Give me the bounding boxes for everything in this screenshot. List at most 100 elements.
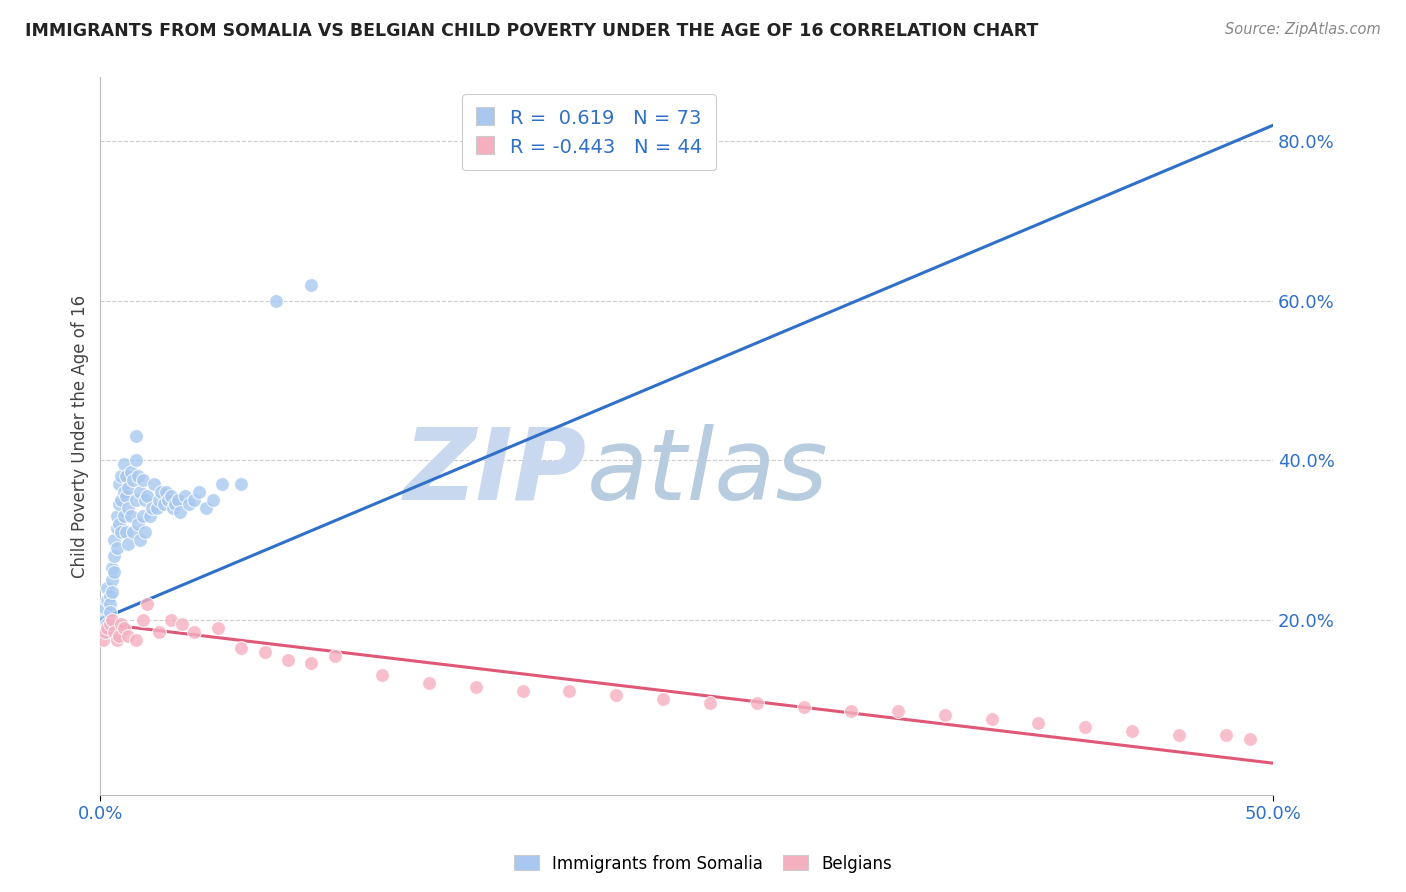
Point bbox=[98, 589, 121, 603]
Point bbox=[141, 501, 163, 516]
Point bbox=[101, 613, 124, 627]
Point bbox=[207, 621, 229, 635]
Point bbox=[1239, 732, 1261, 747]
Point bbox=[165, 497, 187, 511]
Point bbox=[793, 700, 815, 714]
Point bbox=[157, 493, 180, 508]
Point bbox=[94, 600, 117, 615]
Point bbox=[301, 657, 323, 671]
Point bbox=[1121, 724, 1143, 739]
Point bbox=[1168, 728, 1191, 742]
Point bbox=[110, 616, 132, 631]
Point bbox=[194, 501, 217, 516]
Point bbox=[652, 692, 675, 706]
Point bbox=[155, 485, 177, 500]
Point bbox=[131, 613, 153, 627]
Point bbox=[173, 489, 195, 503]
Point bbox=[152, 497, 174, 511]
Point bbox=[94, 613, 117, 627]
Point bbox=[418, 676, 440, 690]
Point bbox=[129, 485, 152, 500]
Point bbox=[120, 508, 142, 523]
Point bbox=[110, 469, 132, 483]
Point bbox=[143, 477, 166, 491]
Point bbox=[124, 453, 146, 467]
Point bbox=[887, 704, 910, 718]
Point bbox=[117, 629, 139, 643]
Point bbox=[512, 684, 534, 698]
Point bbox=[108, 477, 131, 491]
Point bbox=[105, 541, 128, 555]
Point bbox=[127, 469, 149, 483]
Point bbox=[131, 508, 153, 523]
Point bbox=[124, 493, 146, 508]
Point bbox=[129, 533, 152, 547]
Point bbox=[101, 561, 124, 575]
Y-axis label: Child Poverty Under the Age of 16: Child Poverty Under the Age of 16 bbox=[72, 294, 89, 578]
Point bbox=[277, 652, 299, 666]
Point bbox=[110, 524, 132, 539]
Point bbox=[229, 477, 252, 491]
Point bbox=[134, 524, 156, 539]
Text: Source: ZipAtlas.com: Source: ZipAtlas.com bbox=[1225, 22, 1381, 37]
Point bbox=[117, 501, 139, 516]
Point bbox=[131, 473, 153, 487]
Point bbox=[101, 584, 124, 599]
Point bbox=[96, 616, 118, 631]
Point bbox=[96, 621, 118, 635]
Point bbox=[112, 508, 135, 523]
Point bbox=[166, 493, 188, 508]
Point bbox=[98, 605, 121, 619]
Point bbox=[148, 624, 170, 639]
Point bbox=[699, 697, 721, 711]
Point bbox=[115, 489, 138, 503]
Point bbox=[172, 616, 194, 631]
Point bbox=[105, 521, 128, 535]
Point bbox=[187, 485, 209, 500]
Point bbox=[1074, 720, 1097, 734]
Point bbox=[162, 501, 184, 516]
Point bbox=[264, 293, 287, 308]
Point bbox=[323, 648, 346, 663]
Point bbox=[105, 508, 128, 523]
Point bbox=[124, 632, 146, 647]
Point bbox=[169, 505, 191, 519]
Point bbox=[103, 565, 125, 579]
Point bbox=[108, 629, 131, 643]
Text: IMMIGRANTS FROM SOMALIA VS BELGIAN CHILD POVERTY UNDER THE AGE OF 16 CORRELATION: IMMIGRANTS FROM SOMALIA VS BELGIAN CHILD… bbox=[25, 22, 1039, 40]
Point bbox=[96, 581, 118, 595]
Point bbox=[96, 592, 118, 607]
Text: atlas: atlas bbox=[588, 424, 828, 521]
Point bbox=[464, 681, 486, 695]
Point bbox=[103, 549, 125, 563]
Point bbox=[112, 457, 135, 471]
Point bbox=[101, 573, 124, 587]
Point bbox=[117, 537, 139, 551]
Point bbox=[103, 624, 125, 639]
Point bbox=[115, 469, 138, 483]
Legend: Immigrants from Somalia, Belgians: Immigrants from Somalia, Belgians bbox=[508, 848, 898, 880]
Point bbox=[253, 644, 276, 658]
Point bbox=[127, 516, 149, 531]
Point bbox=[371, 668, 394, 682]
Point bbox=[91, 632, 114, 647]
Point bbox=[108, 497, 131, 511]
Point bbox=[103, 533, 125, 547]
Point bbox=[122, 524, 145, 539]
Text: ZIP: ZIP bbox=[404, 424, 588, 521]
Point bbox=[124, 429, 146, 443]
Point bbox=[159, 489, 181, 503]
Point bbox=[150, 485, 173, 500]
Point bbox=[120, 465, 142, 479]
Point bbox=[745, 697, 768, 711]
Point bbox=[159, 613, 181, 627]
Point bbox=[201, 493, 224, 508]
Point bbox=[91, 624, 114, 639]
Point bbox=[110, 493, 132, 508]
Point bbox=[122, 473, 145, 487]
Point bbox=[115, 524, 138, 539]
Point bbox=[558, 684, 581, 698]
Point bbox=[179, 497, 201, 511]
Point bbox=[1028, 716, 1050, 731]
Point bbox=[112, 485, 135, 500]
